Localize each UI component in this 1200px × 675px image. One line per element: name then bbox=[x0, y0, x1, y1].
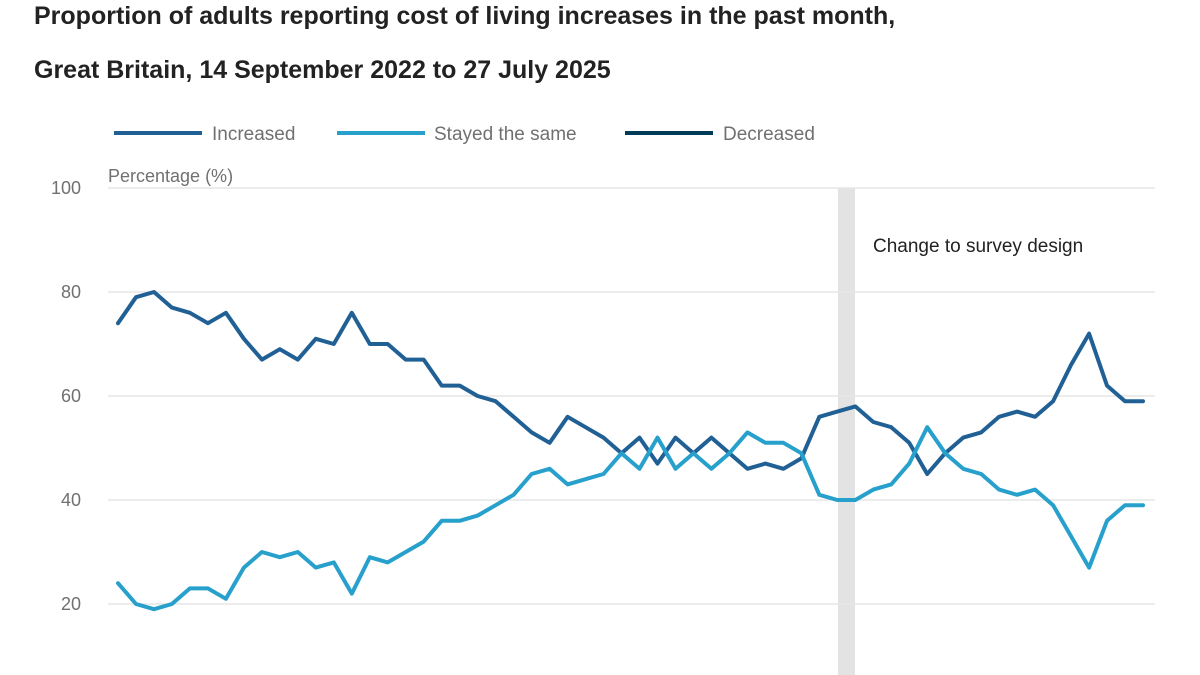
y-tick-label: 100 bbox=[51, 178, 81, 198]
legend-label-increased: Increased bbox=[212, 124, 295, 145]
y-tick-label: 20 bbox=[61, 594, 81, 614]
annotation-survey-change: Change to survey design bbox=[873, 236, 1083, 257]
series-lines bbox=[116, 290, 1145, 612]
series-line-increased bbox=[116, 290, 1145, 476]
chart-title-line2: Great Britain, 14 September 2022 to 27 J… bbox=[34, 56, 611, 84]
legend-label-stayed-the-same: Stayed the same bbox=[434, 124, 577, 145]
y-tick-label: 80 bbox=[61, 282, 81, 302]
legend-label-decreased: Decreased bbox=[723, 124, 815, 145]
legend: Increased Stayed the same Decreased bbox=[114, 124, 815, 145]
gridlines bbox=[108, 187, 1155, 605]
series-line-stayed-the-same bbox=[116, 425, 1145, 612]
y-axis-ticks: 100 80 60 40 20 bbox=[51, 178, 81, 614]
survey-change-band bbox=[838, 188, 855, 675]
y-axis-label: Percentage (%) bbox=[108, 166, 233, 186]
y-tick-label: 40 bbox=[61, 490, 81, 510]
chart-title-line1: Proportion of adults reporting cost of l… bbox=[34, 2, 895, 30]
y-tick-label: 60 bbox=[61, 386, 81, 406]
